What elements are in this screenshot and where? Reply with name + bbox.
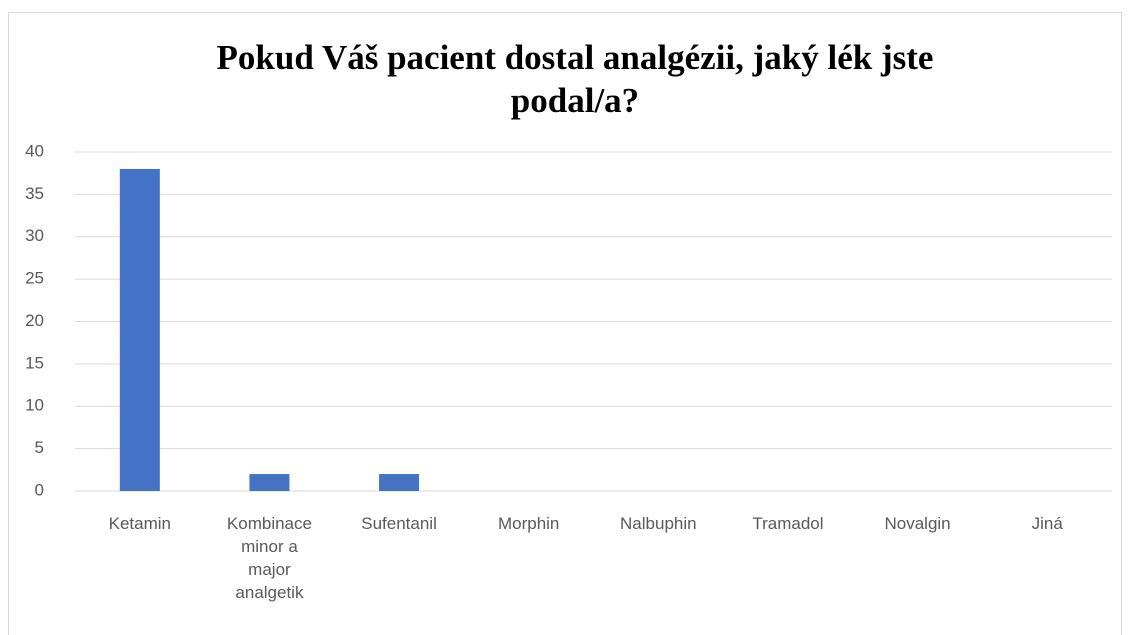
y-tick-label: 40 xyxy=(25,141,44,160)
x-tick-label: Ketamin xyxy=(108,514,171,533)
y-tick-label: 0 xyxy=(35,480,44,499)
y-tick-label: 5 xyxy=(35,438,44,457)
bar xyxy=(119,168,160,491)
x-tick-label: Tramadol xyxy=(752,514,824,533)
bar xyxy=(249,474,290,491)
x-tick-label: Sufentanil xyxy=(361,514,437,533)
y-tick-label: 30 xyxy=(25,226,44,245)
x-tick-label: Novalgin xyxy=(884,514,951,533)
y-tick-label: 25 xyxy=(25,269,44,288)
x-tick-label: Kombinace minor a major analgetik xyxy=(226,514,312,602)
x-tick-label: Jiná xyxy=(1031,514,1063,533)
x-tick-label: Morphin xyxy=(497,514,560,533)
y-tick-label: 15 xyxy=(25,353,44,372)
bar xyxy=(379,474,420,491)
y-tick-label: 35 xyxy=(25,184,44,203)
y-tick-label: 20 xyxy=(25,311,44,330)
chart-title: Pokud Váš pacient dostal analgézii, jaký… xyxy=(216,38,934,120)
chart-frame xyxy=(8,12,1122,635)
y-tick-label: 10 xyxy=(25,396,44,415)
x-tick-label: Nalbuphin xyxy=(620,514,697,533)
